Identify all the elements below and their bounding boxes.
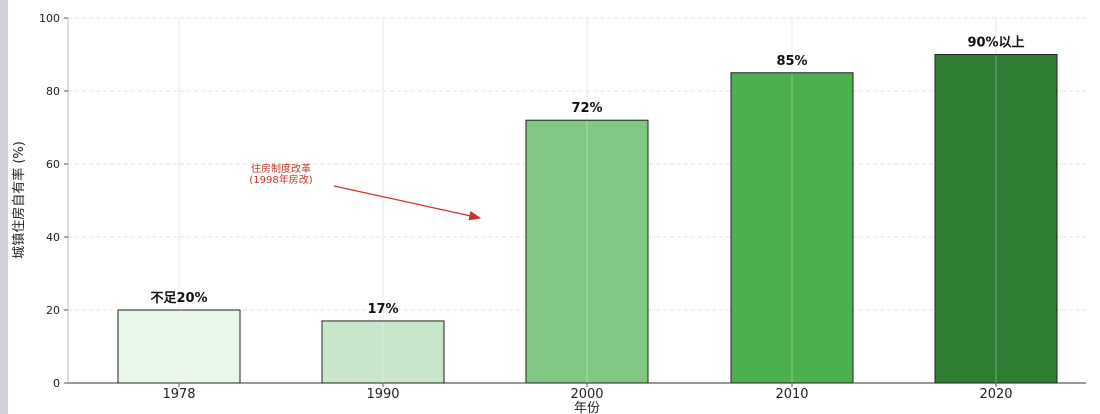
- bar-2020: [934, 54, 1058, 384]
- annotation-line-2: (1998年房改): [249, 173, 312, 186]
- x-tick-label: 2000: [570, 387, 603, 402]
- data-label: 90%以上: [967, 36, 1024, 51]
- data-label: 不足20%: [150, 291, 207, 306]
- bar-2010: [730, 72, 854, 384]
- y-tick-label: 0: [53, 377, 60, 390]
- x-axis-title: 年份: [574, 401, 600, 414]
- x-ticks: 1978 1990 2000 2010 2020: [162, 383, 1013, 402]
- data-label: 85%: [776, 54, 807, 69]
- data-label: 17%: [367, 302, 398, 317]
- window-edge-strip: [0, 0, 8, 414]
- annotation-arrow: [333, 185, 482, 221]
- x-tick-label: 1978: [162, 387, 195, 402]
- y-tick-label: 40: [46, 231, 60, 244]
- bar-1978: [117, 309, 241, 384]
- x-tick-label: 2010: [775, 387, 808, 402]
- x-tick-label: 1990: [366, 387, 399, 402]
- annotation-line-1: 住房制度改革: [251, 162, 311, 175]
- annotation: 住房制度改革 (1998年房改): [249, 162, 482, 221]
- data-label: 72%: [571, 101, 602, 116]
- y-axis-title: 城镇住房自有率 (%): [11, 141, 27, 259]
- bar-2000: [525, 119, 649, 384]
- y-tick-label: 20: [46, 304, 60, 317]
- x-tick-label: 2020: [979, 387, 1012, 402]
- y-tick-label: 60: [46, 158, 60, 171]
- y-tick-label: 80: [46, 85, 60, 98]
- data-labels: 不足20% 17% 72% 85% 90%以上: [150, 36, 1024, 317]
- y-ticks: 0 20 40 60 80 100: [39, 12, 68, 390]
- y-tick-label: 100: [39, 12, 60, 25]
- bars: [117, 54, 1058, 384]
